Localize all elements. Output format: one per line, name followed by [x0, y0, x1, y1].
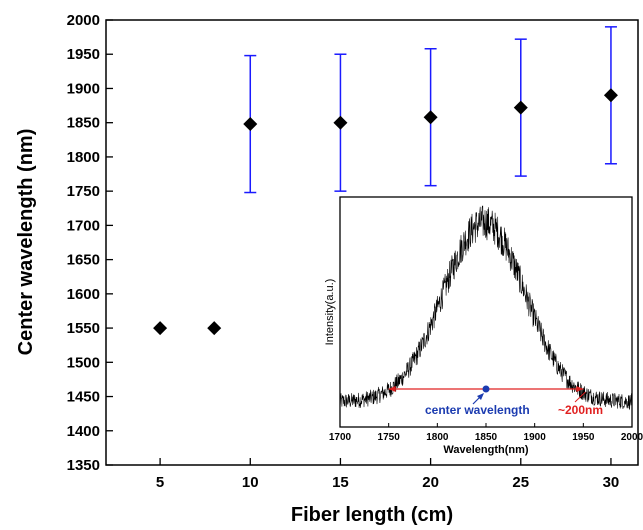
inset-annotations [388, 385, 586, 405]
inset-x-tick-label: 1800 [426, 432, 449, 443]
inset-x-tick-label: 1700 [329, 432, 352, 443]
y-tick-label: 1500 [67, 354, 100, 371]
y-tick-label: 1450 [67, 389, 100, 406]
y-tick-label: 2000 [67, 12, 100, 29]
y-tick-label: 1600 [67, 286, 100, 303]
error-bars [244, 26, 617, 194]
inset-x-tick-label: 1750 [378, 432, 401, 443]
x-tick-label: 10 [242, 474, 259, 491]
width-pointer-line [574, 391, 586, 403]
data-point-diamond [603, 88, 618, 103]
data-points [153, 88, 618, 336]
spectrum-trace [339, 205, 633, 411]
y-tick-label: 1400 [67, 423, 100, 440]
x-tick-label: 30 [603, 474, 620, 491]
data-point-diamond [423, 110, 438, 125]
data-point-diamond [513, 100, 528, 115]
x-tick-label: 5 [156, 474, 164, 491]
y-tick-label: 1850 [67, 115, 100, 132]
y-tick-label: 1950 [67, 46, 100, 63]
inset-y-axis-title: Intensity(a.u.) [324, 279, 336, 346]
y-axis-title: Center wavelength (nm) [15, 129, 37, 356]
x-tick-label: 15 [332, 474, 349, 491]
inset-x-tick-label: 1850 [475, 432, 498, 443]
y-tick-label: 1750 [67, 183, 100, 200]
center-wavelength-dot [482, 385, 490, 393]
data-point-diamond [207, 321, 222, 336]
inset-x-axis: 1700 1750 1800 1850 1900 1950 2000 [329, 423, 643, 443]
y-tick-label: 1700 [67, 217, 100, 234]
width-arrow-left [388, 386, 396, 392]
width-label: ~200nm [558, 403, 603, 417]
inset-x-axis-title: Wavelength(nm) [443, 444, 528, 456]
inset-x-tick-label: 2000 [621, 432, 643, 443]
x-tick-label: 25 [512, 474, 529, 491]
x-axis-title: Fiber length (cm) [291, 504, 453, 526]
y-tick-label: 1800 [67, 149, 100, 166]
inset-x-tick-label: 1900 [524, 432, 547, 443]
width-arrow-right [576, 386, 584, 392]
y-tick-label: 1350 [67, 457, 100, 474]
inset-spectrum [339, 205, 633, 411]
center-wavelength-label: center wavelength [425, 403, 530, 417]
main-y-axis: 1350 1400 1450 1500 1550 1600 1650 1700 1750 1800… [67, 12, 113, 474]
data-point-diamond [243, 117, 258, 132]
y-tick-label: 1550 [67, 320, 100, 337]
center-pointer-arrowhead [477, 393, 484, 400]
y-tick-label: 1650 [67, 252, 100, 269]
inset-x-tick-label: 1950 [572, 432, 595, 443]
data-point-diamond [333, 115, 348, 130]
x-tick-label: 20 [422, 474, 439, 491]
main-x-axis: 5 10 15 20 25 30 [156, 458, 619, 491]
y-tick-label: 1900 [67, 80, 100, 97]
main-plot-frame [105, 19, 639, 466]
data-point-diamond [153, 321, 168, 336]
